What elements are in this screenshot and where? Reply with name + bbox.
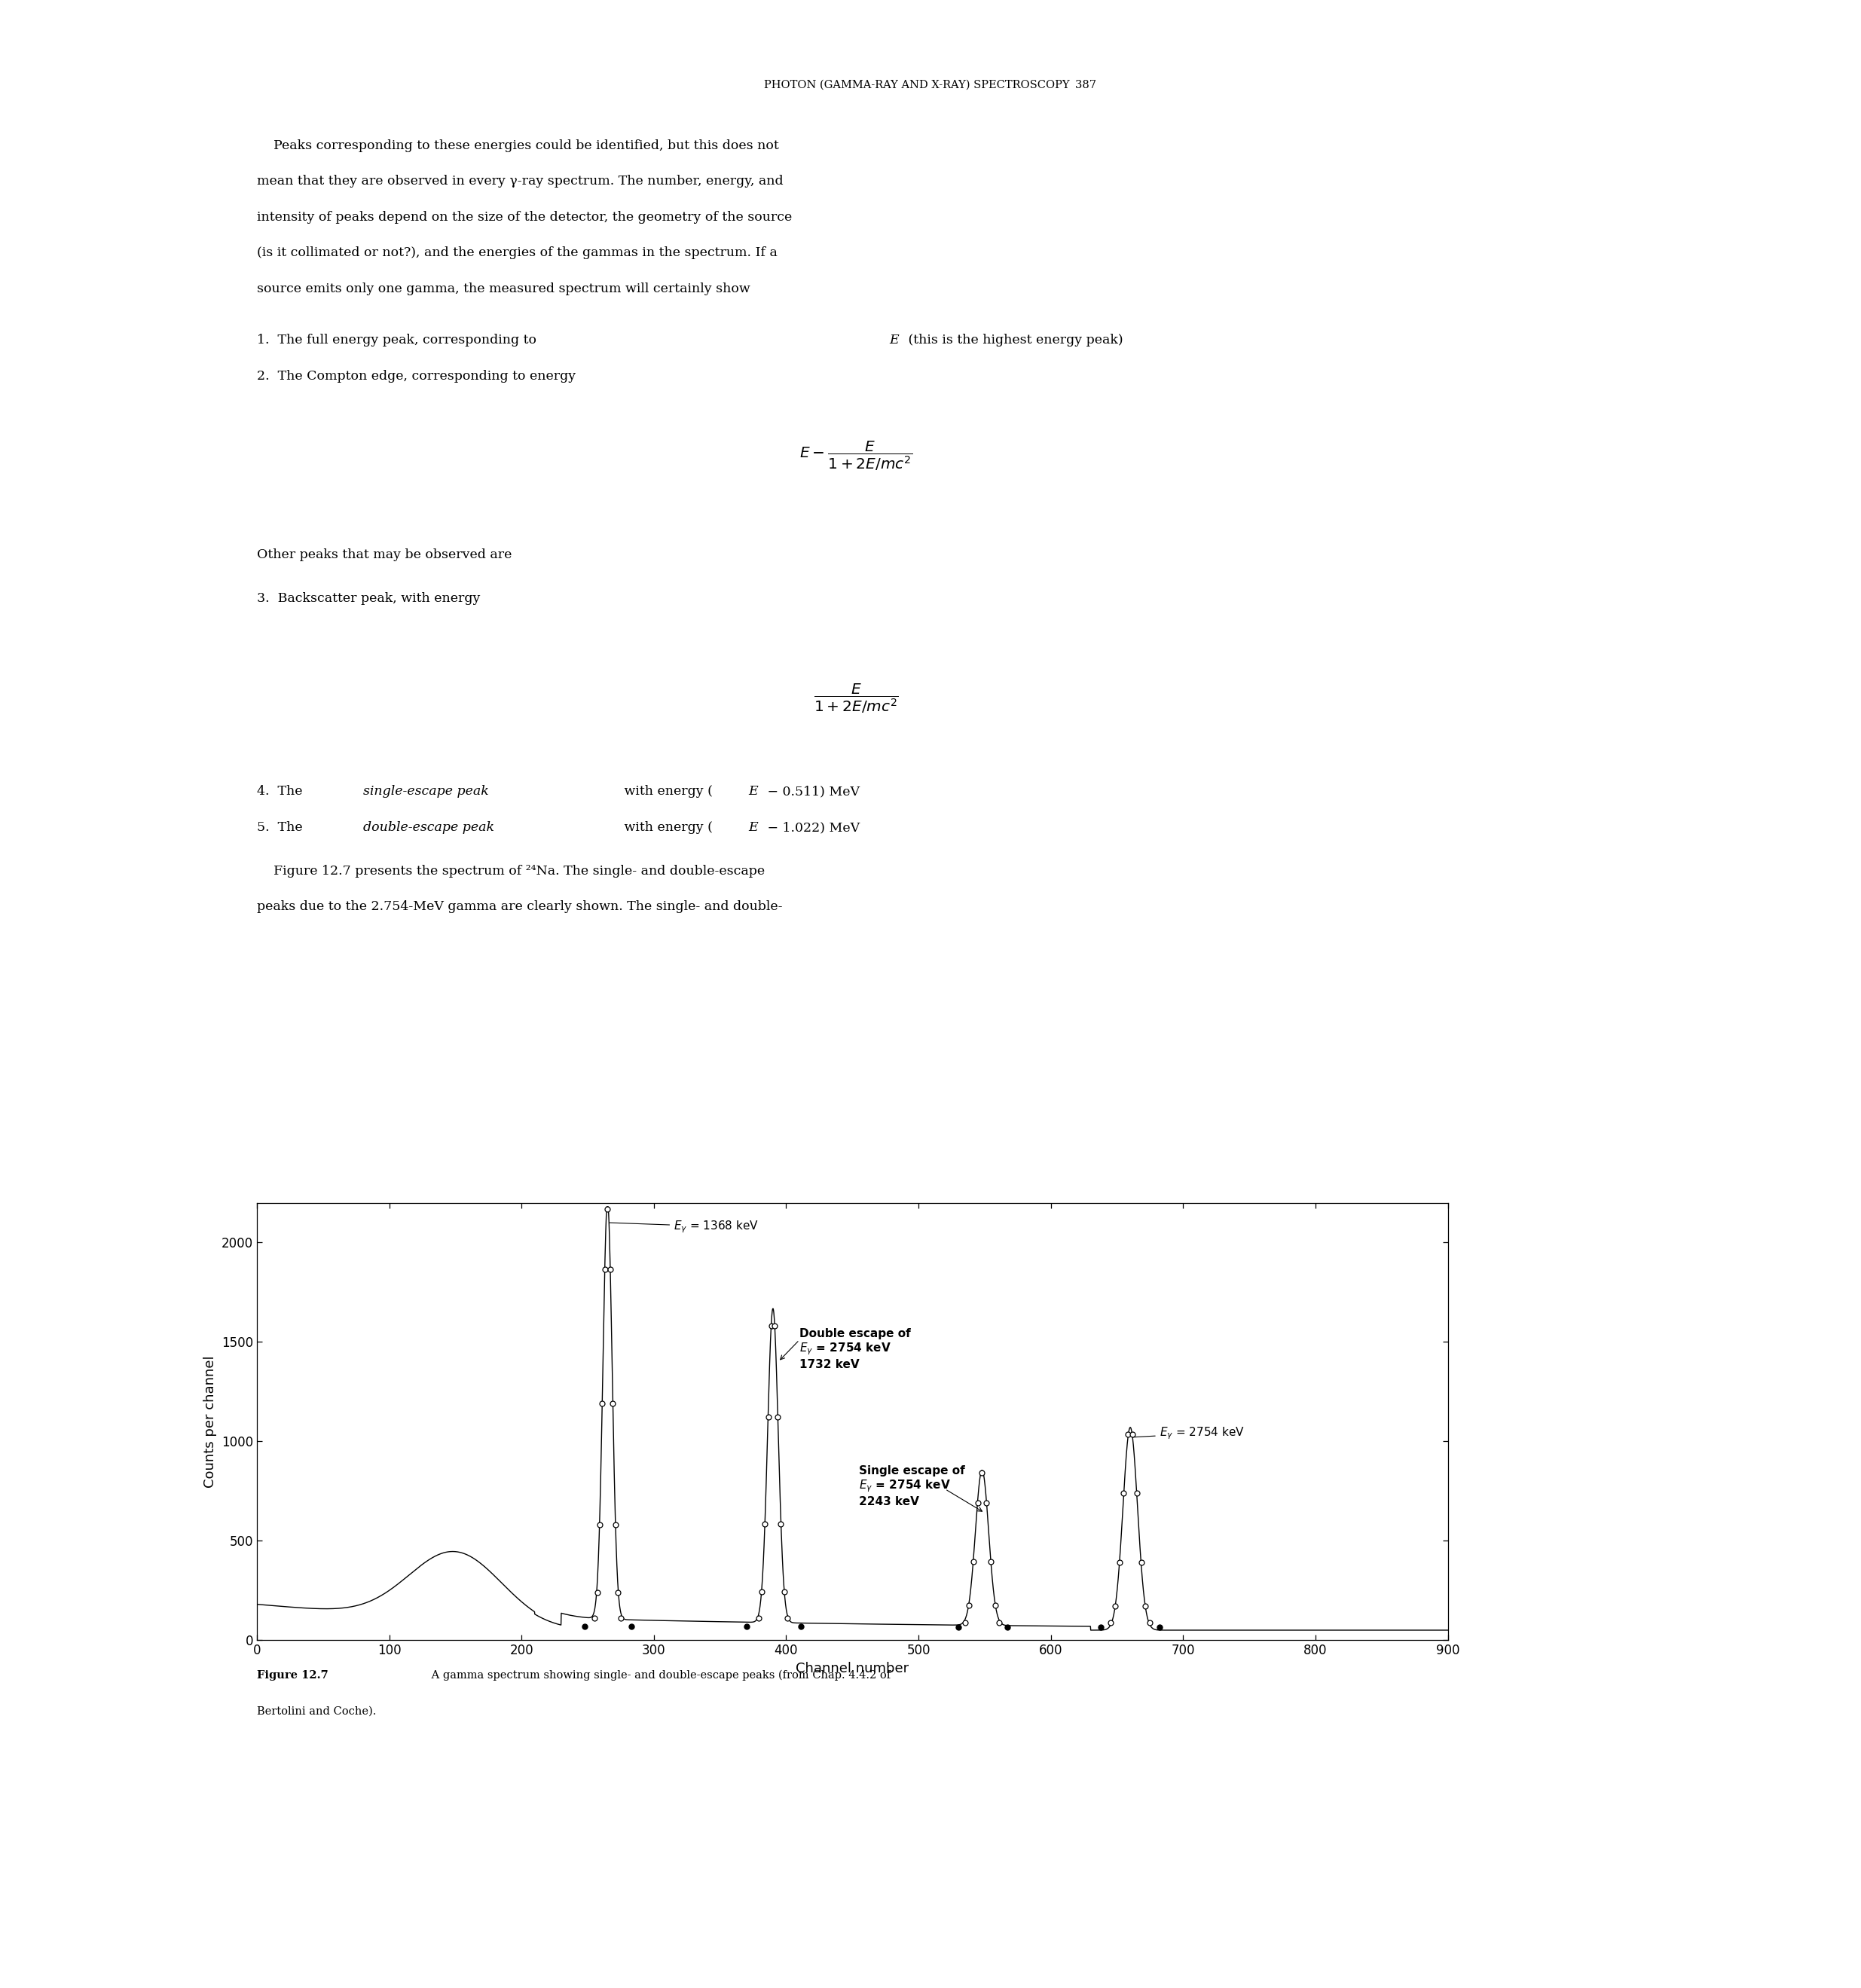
Text: PHOTON (GAMMA-RAY AND X-RAY) SPECTROSCOPY 387: PHOTON (GAMMA-RAY AND X-RAY) SPECTROSCOP… bbox=[765, 80, 1096, 89]
Text: − 0.511) MeV: − 0.511) MeV bbox=[763, 785, 860, 797]
Text: intensity of peaks depend on the size of the detector, the geometry of the sourc: intensity of peaks depend on the size of… bbox=[257, 211, 793, 223]
Text: $E - \dfrac{E}{1 + 2E/mc^2}$: $E - \dfrac{E}{1 + 2E/mc^2}$ bbox=[800, 439, 912, 473]
Text: $E_{\gamma}$ = 2754 keV: $E_{\gamma}$ = 2754 keV bbox=[1131, 1425, 1245, 1441]
Text: mean that they are observed in every γ-ray spectrum. The number, energy, and: mean that they are observed in every γ-r… bbox=[257, 175, 783, 187]
Text: 3.  Backscatter peak, with energy: 3. Backscatter peak, with energy bbox=[257, 592, 480, 604]
Text: with energy (: with energy ( bbox=[620, 785, 713, 797]
Text: E: E bbox=[748, 785, 757, 797]
Text: peaks due to the 2.754-MeV gamma are clearly shown. The single- and double-: peaks due to the 2.754-MeV gamma are cle… bbox=[257, 901, 782, 912]
Text: Bertolini and Coche).: Bertolini and Coche). bbox=[257, 1706, 376, 1716]
Text: E: E bbox=[748, 821, 757, 833]
Text: Figure 12.7 presents the spectrum of ²⁴Na. The single- and double-escape: Figure 12.7 presents the spectrum of ²⁴N… bbox=[257, 865, 765, 877]
Text: Other peaks that may be observed are: Other peaks that may be observed are bbox=[257, 549, 512, 561]
Text: Single escape of
$E_{\gamma}$ = 2754 keV
2243 keV: Single escape of $E_{\gamma}$ = 2754 keV… bbox=[860, 1465, 966, 1507]
Text: with energy (: with energy ( bbox=[620, 821, 713, 833]
Text: $E_{\gamma}$ = 1368 keV: $E_{\gamma}$ = 1368 keV bbox=[610, 1219, 759, 1235]
Text: 1.  The full energy peak, corresponding to: 1. The full energy peak, corresponding t… bbox=[257, 334, 540, 346]
Text: $\dfrac{E}{1 + 2E/mc^2}$: $\dfrac{E}{1 + 2E/mc^2}$ bbox=[813, 682, 899, 716]
Text: Figure 12.7: Figure 12.7 bbox=[257, 1670, 328, 1680]
Text: single-escape peak: single-escape peak bbox=[363, 785, 489, 797]
Text: (is it collimated or not?), and the energies of the gammas in the spectrum. If a: (is it collimated or not?), and the ener… bbox=[257, 247, 778, 258]
Text: A gamma spectrum showing single- and double-escape peaks (from Chap. 4.4.2 of: A gamma spectrum showing single- and dou… bbox=[428, 1670, 891, 1680]
Text: 2.  The Compton edge, corresponding to energy: 2. The Compton edge, corresponding to en… bbox=[257, 370, 575, 382]
Text: − 1.022) MeV: − 1.022) MeV bbox=[763, 821, 860, 833]
Text: (this is the highest energy peak): (this is the highest energy peak) bbox=[904, 334, 1124, 346]
Text: double-escape peak: double-escape peak bbox=[363, 821, 493, 833]
Y-axis label: Counts per channel: Counts per channel bbox=[203, 1356, 218, 1487]
X-axis label: Channel number: Channel number bbox=[797, 1662, 908, 1676]
Text: 4.  The: 4. The bbox=[257, 785, 307, 797]
Text: Double escape of
$E_{\gamma}$ = 2754 keV
1732 keV: Double escape of $E_{\gamma}$ = 2754 keV… bbox=[800, 1328, 910, 1370]
Text: 5.  The: 5. The bbox=[257, 821, 307, 833]
Text: E: E bbox=[890, 334, 899, 346]
Text: Peaks corresponding to these energies could be identified, but this does not: Peaks corresponding to these energies co… bbox=[257, 139, 778, 151]
Text: source emits only one gamma, the measured spectrum will certainly show: source emits only one gamma, the measure… bbox=[257, 282, 750, 294]
